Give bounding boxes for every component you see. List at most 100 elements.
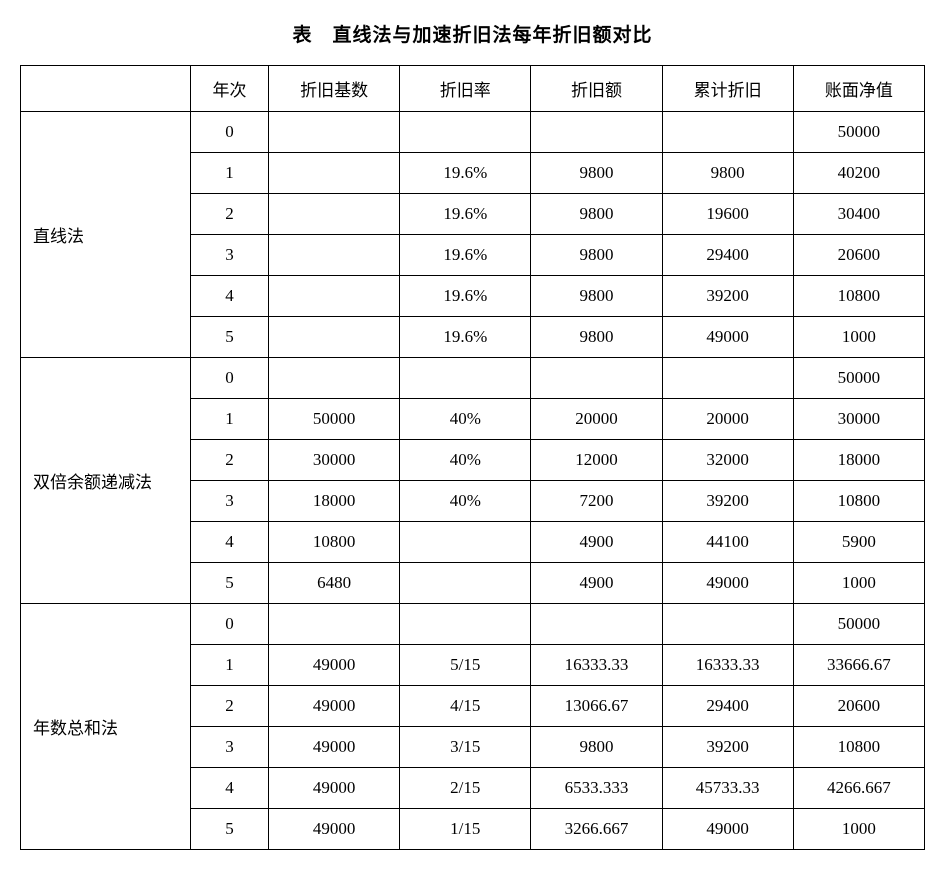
cell-acc [662,604,793,645]
cell-acc: 16333.33 [662,645,793,686]
cell-dep: 7200 [531,481,662,522]
cell-rate: 19.6% [400,194,531,235]
cell-rate: 40% [400,440,531,481]
cell-base: 18000 [269,481,400,522]
cell-net: 30400 [793,194,924,235]
method-cell: 年数总和法 [21,604,191,850]
cell-rate: 1/15 [400,809,531,850]
col-rate: 折旧率 [400,66,531,112]
cell-rate: 19.6% [400,235,531,276]
cell-base: 49000 [269,768,400,809]
cell-acc: 49000 [662,317,793,358]
cell-year: 0 [191,604,269,645]
cell-net: 50000 [793,604,924,645]
cell-rate: 4/15 [400,686,531,727]
cell-acc: 19600 [662,194,793,235]
cell-base [269,235,400,276]
cell-year: 5 [191,809,269,850]
cell-base: 49000 [269,727,400,768]
cell-acc: 32000 [662,440,793,481]
method-cell: 直线法 [21,112,191,358]
cell-dep: 9800 [531,727,662,768]
cell-acc: 29400 [662,686,793,727]
cell-year: 4 [191,768,269,809]
cell-year: 3 [191,481,269,522]
col-method [21,66,191,112]
cell-acc: 9800 [662,153,793,194]
cell-net: 1000 [793,317,924,358]
col-base: 折旧基数 [269,66,400,112]
cell-year: 4 [191,522,269,563]
cell-rate [400,604,531,645]
cell-year: 3 [191,727,269,768]
cell-net: 10800 [793,727,924,768]
cell-acc: 39200 [662,727,793,768]
cell-acc [662,112,793,153]
cell-year: 1 [191,153,269,194]
cell-rate: 5/15 [400,645,531,686]
cell-net: 30000 [793,399,924,440]
cell-dep: 4900 [531,522,662,563]
cell-year: 2 [191,686,269,727]
cell-net: 10800 [793,481,924,522]
cell-dep: 16333.33 [531,645,662,686]
cell-net: 18000 [793,440,924,481]
cell-rate: 19.6% [400,317,531,358]
col-net: 账面净值 [793,66,924,112]
cell-net: 50000 [793,112,924,153]
table-row: 直线法050000 [21,112,925,153]
cell-year: 0 [191,112,269,153]
cell-acc: 49000 [662,563,793,604]
cell-year: 4 [191,276,269,317]
cell-base [269,604,400,645]
cell-base [269,153,400,194]
cell-dep: 3266.667 [531,809,662,850]
cell-rate [400,112,531,153]
cell-acc [662,358,793,399]
cell-acc: 44100 [662,522,793,563]
col-year: 年次 [191,66,269,112]
cell-dep: 9800 [531,153,662,194]
cell-rate: 40% [400,481,531,522]
cell-rate [400,522,531,563]
cell-dep: 4900 [531,563,662,604]
cell-base: 6480 [269,563,400,604]
table-row: 双倍余额递减法050000 [21,358,925,399]
header-row: 年次 折旧基数 折旧率 折旧额 累计折旧 账面净值 [21,66,925,112]
cell-net: 33666.67 [793,645,924,686]
cell-acc: 45733.33 [662,768,793,809]
cell-rate [400,563,531,604]
cell-net: 20600 [793,235,924,276]
cell-base [269,358,400,399]
depreciation-table: 年次 折旧基数 折旧率 折旧额 累计折旧 账面净值 直线法050000119.6… [20,65,925,850]
cell-acc: 39200 [662,276,793,317]
cell-rate [400,358,531,399]
cell-year: 1 [191,645,269,686]
method-cell: 双倍余额递减法 [21,358,191,604]
cell-net: 20600 [793,686,924,727]
cell-net: 50000 [793,358,924,399]
cell-net: 4266.667 [793,768,924,809]
cell-year: 5 [191,317,269,358]
cell-dep: 6533.333 [531,768,662,809]
cell-rate: 3/15 [400,727,531,768]
cell-dep: 12000 [531,440,662,481]
col-dep: 折旧额 [531,66,662,112]
cell-base [269,317,400,358]
cell-rate: 19.6% [400,276,531,317]
cell-base: 50000 [269,399,400,440]
cell-rate: 40% [400,399,531,440]
cell-acc: 20000 [662,399,793,440]
cell-base: 10800 [269,522,400,563]
cell-year: 0 [191,358,269,399]
cell-base: 49000 [269,809,400,850]
cell-dep [531,358,662,399]
cell-dep: 9800 [531,276,662,317]
cell-dep: 9800 [531,235,662,276]
cell-base: 49000 [269,686,400,727]
cell-year: 2 [191,194,269,235]
cell-base [269,112,400,153]
cell-dep [531,112,662,153]
cell-acc: 49000 [662,809,793,850]
cell-dep: 13066.67 [531,686,662,727]
